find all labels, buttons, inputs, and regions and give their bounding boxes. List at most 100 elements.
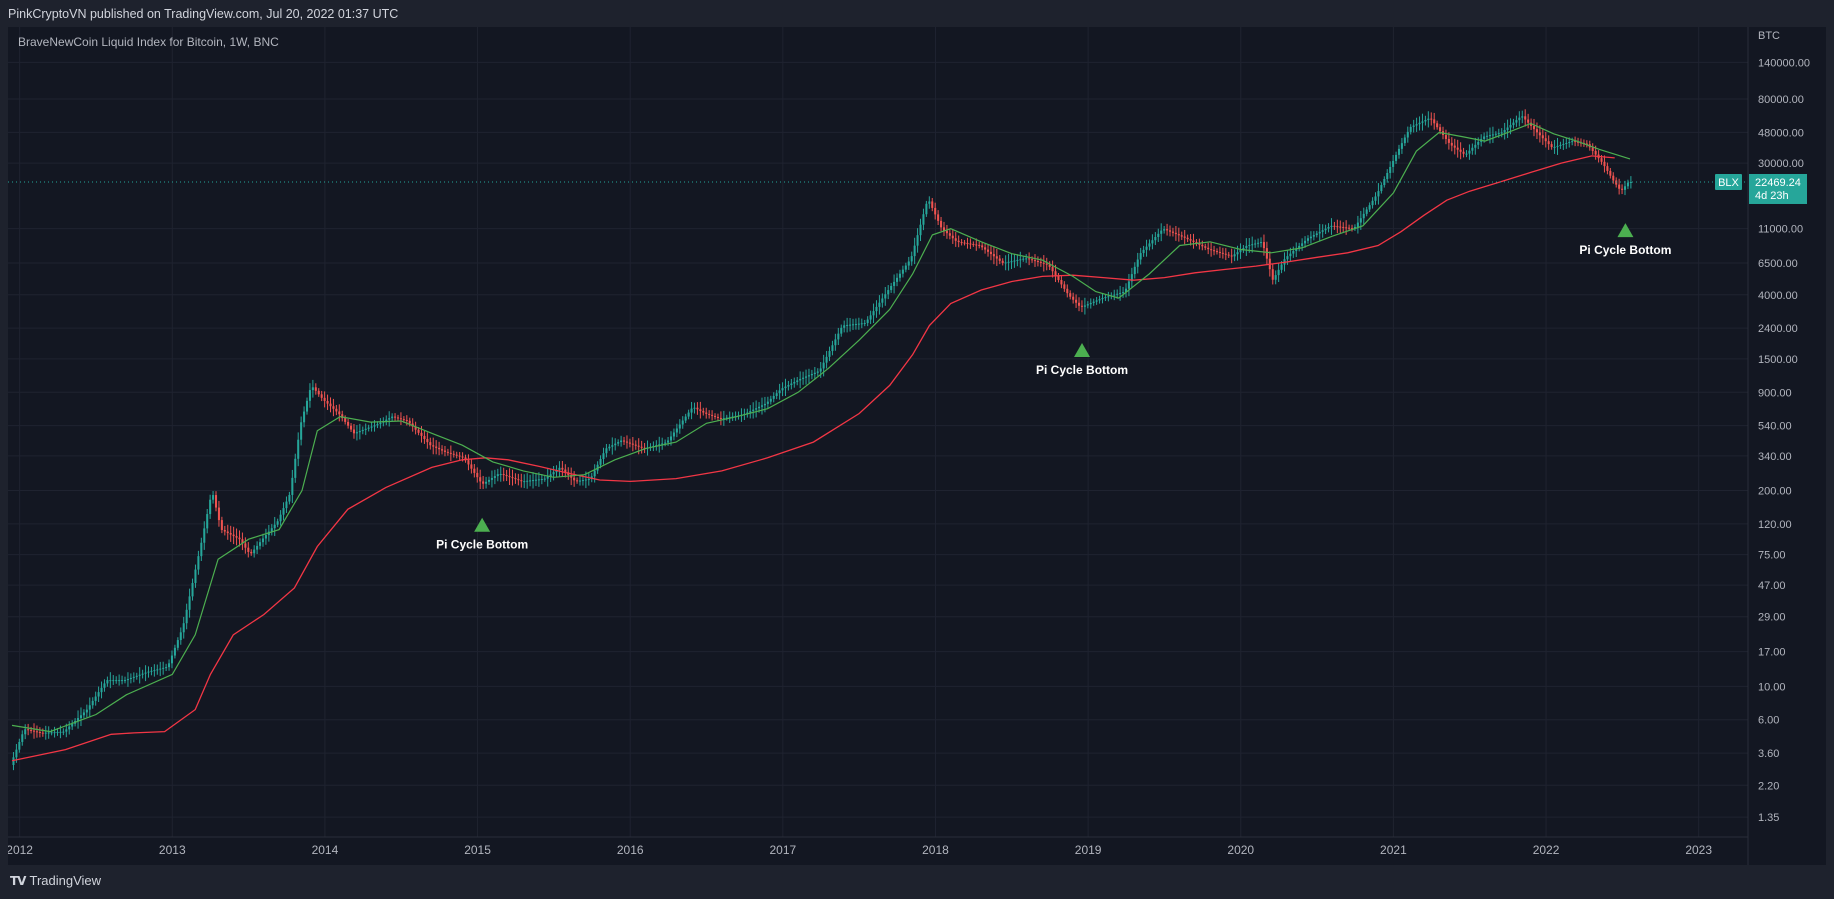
candle-body [1210,249,1213,251]
candle-body [1045,263,1048,265]
candle-body [420,432,423,436]
candle-body [408,420,411,424]
candle-body [537,479,540,481]
candle-body [1412,125,1415,127]
candle-body [144,672,147,674]
candle-body [1192,240,1195,242]
candle-body [1544,138,1547,142]
candle-body [68,726,71,730]
candle-body [1562,143,1565,145]
y-tick-label: 75.00 [1758,550,1786,562]
chart-area[interactable]: Pi Cycle Bottom Pi Cycle Bottom Pi Cycle B… [8,27,1826,865]
candle-body [1395,154,1398,161]
candle-body [696,407,699,410]
candle-body [1166,229,1169,231]
candle-body [341,414,344,419]
candle-body [1007,261,1010,263]
candle-body [1048,264,1051,267]
x-tick-label: 2018 [922,843,949,857]
candle-body [1089,302,1092,305]
candle-body [760,405,764,407]
candle-body [831,345,834,352]
candle-body [1033,260,1037,262]
candle-body [667,440,670,443]
candle-body [960,242,963,244]
candle-body [100,687,103,693]
tradingview-logo[interactable]: TV TradingView [10,873,101,888]
candle-body [1330,225,1333,228]
candle-body [138,674,141,676]
candle-body [482,481,485,484]
candle-body [940,220,943,228]
candle-body [1547,141,1550,145]
candle-body [1230,255,1233,257]
candle-body [849,324,852,326]
candle-body [1356,222,1359,227]
candle-body [12,757,15,765]
marker-triangle-icon [1074,342,1091,357]
candle-body [226,531,229,534]
candle-body [344,418,347,422]
candle-body [722,418,725,420]
candle-body [452,453,455,455]
candle-body [690,408,693,413]
candle-body [1471,147,1474,151]
candle-body [432,445,435,447]
candle-body [1462,151,1465,154]
candle-body [1324,228,1327,231]
candle-body [176,640,179,648]
y-tick-label: 6500.00 [1758,258,1798,270]
candle-body [1036,261,1039,263]
candle-body [775,393,778,397]
candle-body [1039,261,1042,263]
x-tick-label: 2022 [1533,843,1560,857]
candle-body [41,732,44,734]
candle-body [1142,249,1145,254]
candle-body [893,281,896,286]
candle-body [1063,284,1066,289]
candle-body [981,245,984,248]
candle-body [1400,143,1403,149]
candle-body [1365,209,1368,214]
candle-body [819,368,822,372]
candle-body [1054,271,1057,276]
candle-body [282,508,285,515]
marker-label: Pi Cycle Bottom [436,538,528,552]
candle-body [655,445,658,447]
candle-body [887,290,890,295]
y-tick-label: 2.20 [1758,780,1779,792]
candle-body [989,251,992,255]
candle-body [872,311,875,316]
candle-body [270,528,273,532]
candle-body [658,444,661,446]
candle-body [573,477,576,481]
candle-body [118,680,121,682]
y-tick-label: 3.60 [1758,748,1779,760]
candle-body [1574,141,1577,143]
price-chart[interactable]: Pi Cycle Bottom Pi Cycle Bottom Pi Cycle B… [8,27,1826,865]
candle-body [1213,250,1216,252]
candle-body [628,442,631,444]
candle-body [261,538,265,543]
candle-body [449,452,452,454]
marker-label: Pi Cycle Bottom [1579,243,1671,257]
candle-body [992,254,995,257]
candle-body [370,426,373,428]
candle-body [1606,166,1609,171]
y-tick-label: 540.00 [1758,421,1792,433]
candle-body [749,411,752,413]
x-tick-label: 2019 [1075,843,1102,857]
candle-body [1286,256,1289,260]
pi-cycle-marker: Pi Cycle Bottom [436,517,528,552]
candle-body [643,447,646,449]
candle-body [790,383,793,386]
slow-ma-line [11,155,1615,762]
candle-body [1571,141,1574,143]
candle-body [1116,293,1119,295]
candle-body [441,449,444,451]
y-tick-label: 900.00 [1758,387,1792,399]
candle-body [44,732,47,734]
candle-body [605,448,608,454]
candle-body [901,269,904,274]
candle-body [32,730,36,732]
